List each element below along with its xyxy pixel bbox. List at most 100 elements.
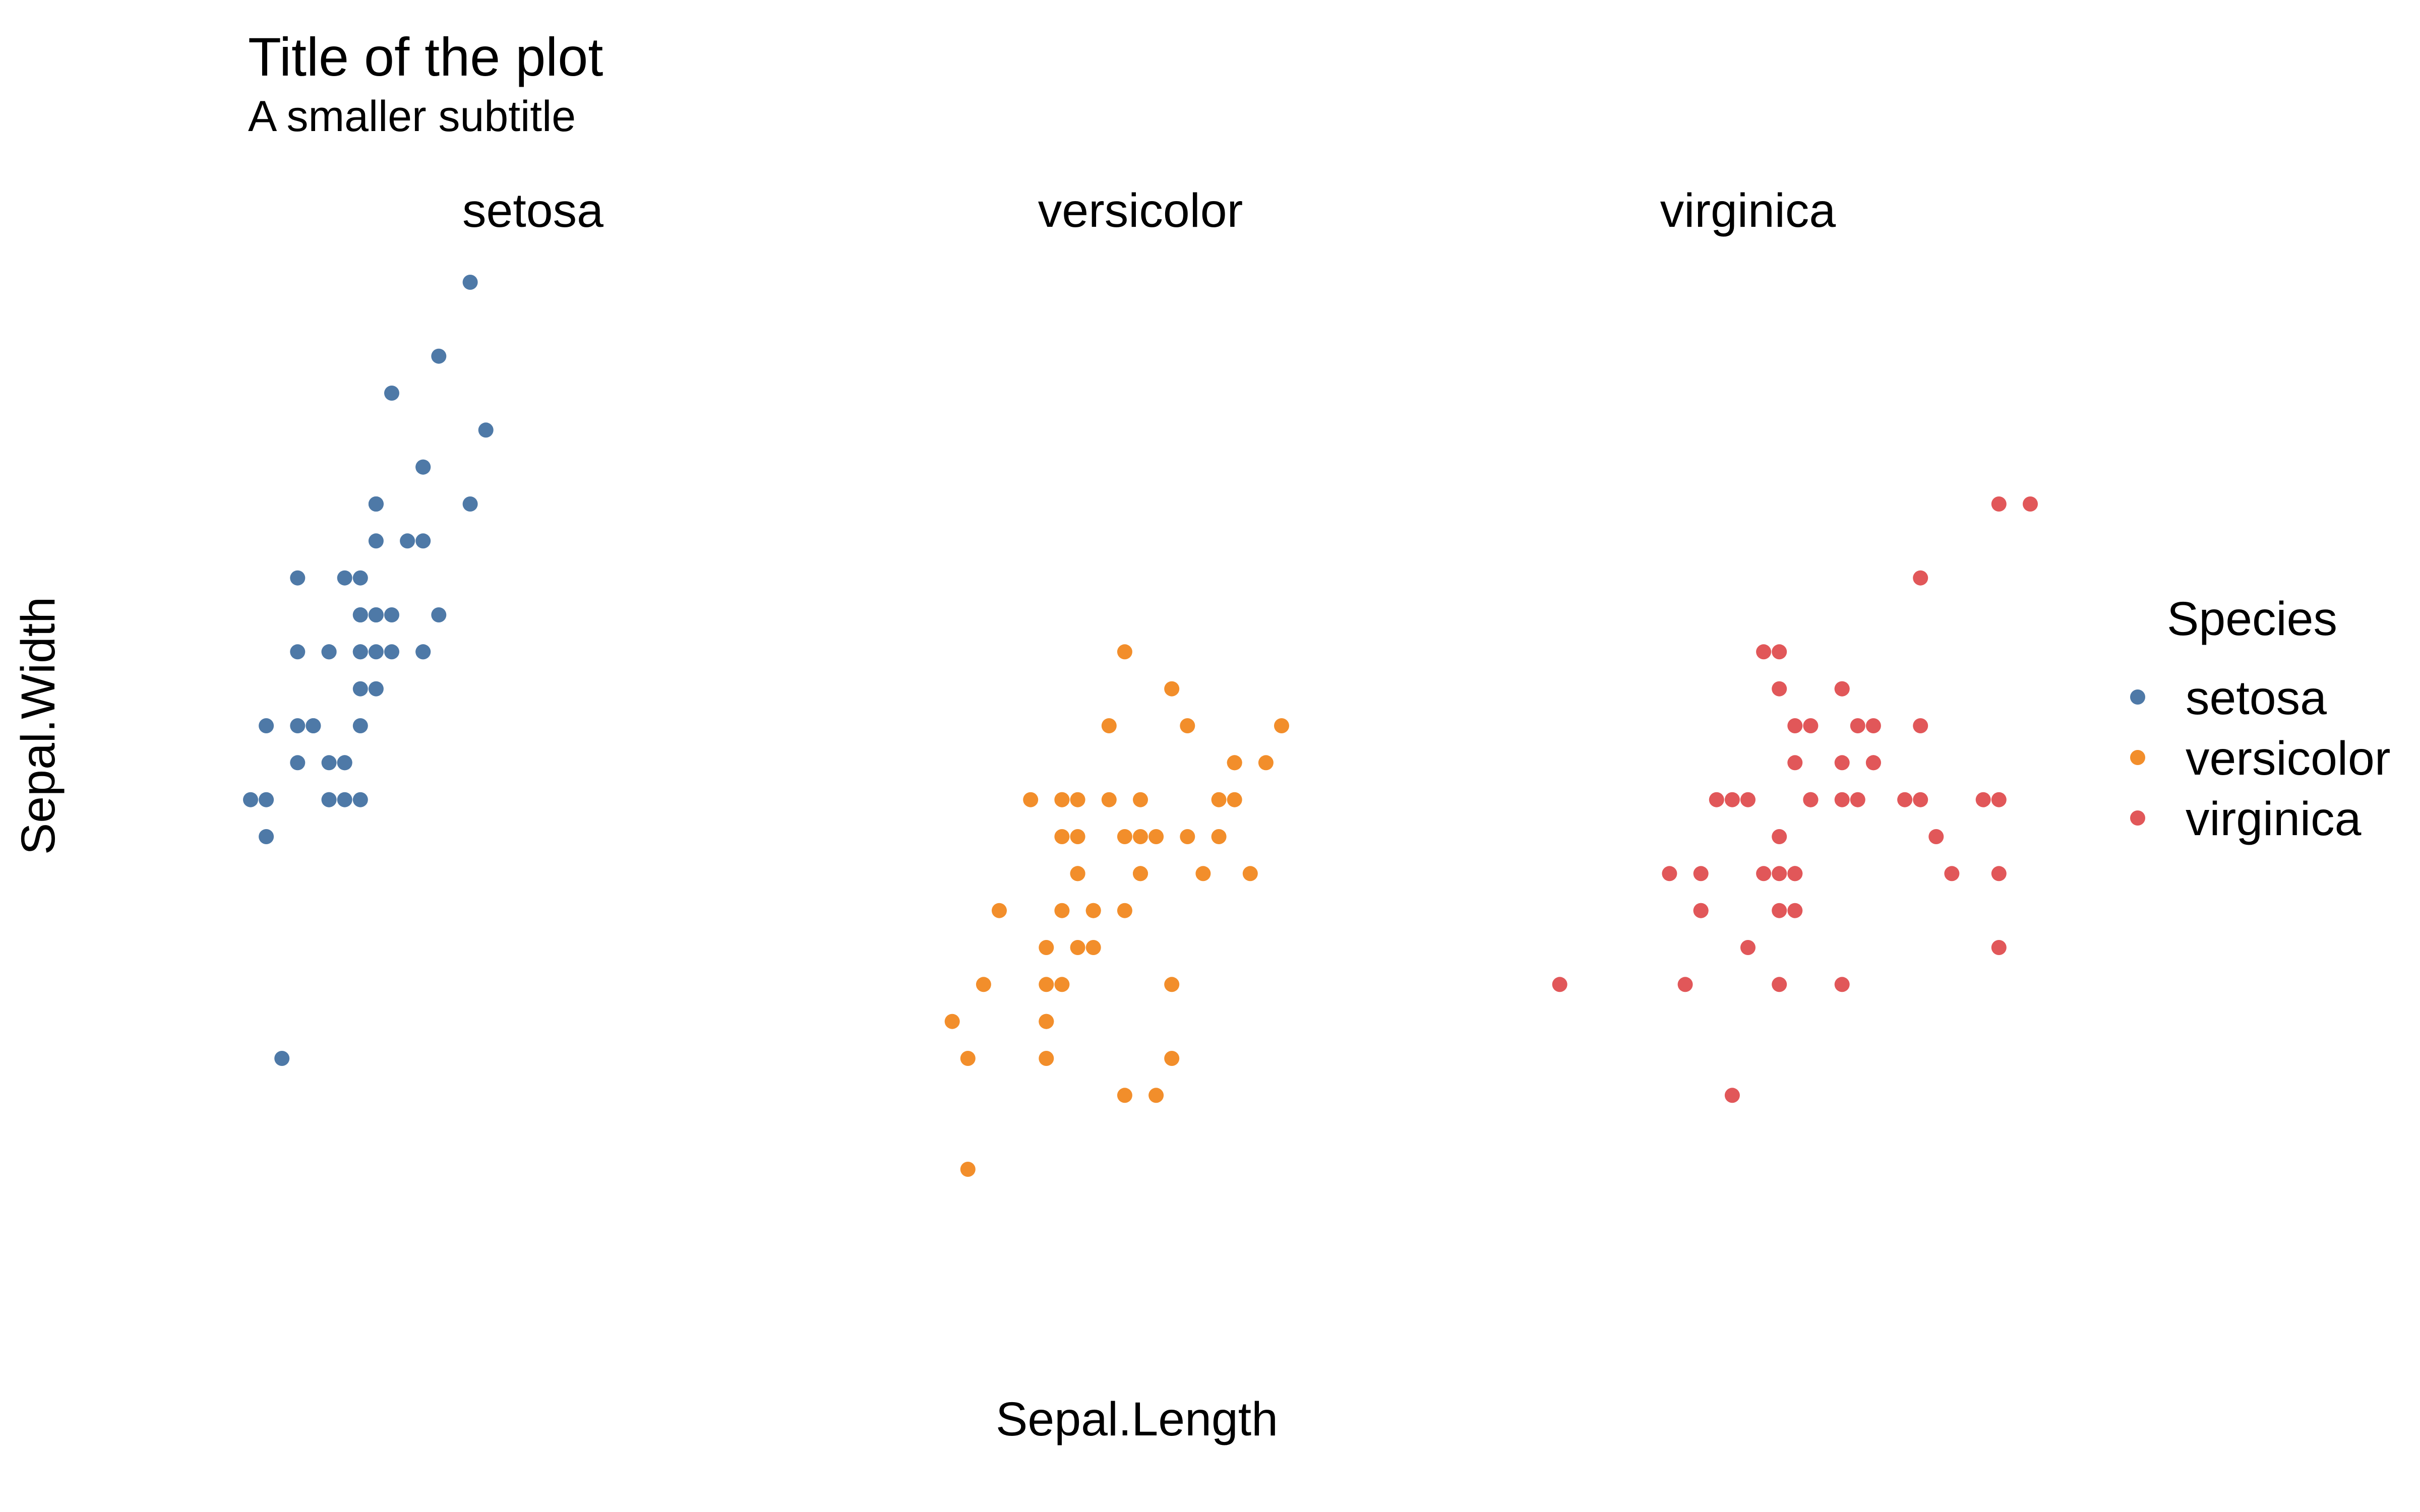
data-point-versicolor <box>1023 792 1039 807</box>
data-point-versicolor <box>1227 755 1242 771</box>
facet-panel-versicolor: versicolor <box>944 184 1289 1177</box>
data-point-versicolor <box>1117 829 1132 844</box>
data-point-setosa <box>368 496 384 512</box>
data-point-versicolor <box>1070 792 1085 807</box>
data-point-virginica <box>1834 792 1850 807</box>
data-point-setosa <box>337 755 352 771</box>
data-point-virginica <box>1850 718 1865 733</box>
data-point-versicolor <box>1117 1088 1132 1103</box>
data-point-virginica <box>1991 496 2007 512</box>
x-axis-title: Sepal.Length <box>996 1393 1278 1446</box>
data-point-versicolor <box>1211 829 1227 844</box>
chart-subtitle: A smaller subtitle <box>248 92 576 141</box>
data-point-versicolor <box>1039 940 1054 955</box>
data-point-virginica <box>1724 1088 1740 1103</box>
data-point-versicolor <box>1054 792 1070 807</box>
data-point-setosa <box>384 386 399 401</box>
data-point-setosa <box>306 718 321 733</box>
data-point-versicolor <box>1274 718 1289 733</box>
data-point-setosa <box>415 459 431 475</box>
data-point-versicolor <box>1054 977 1070 992</box>
data-point-setosa <box>290 718 306 733</box>
data-point-virginica <box>1756 644 1772 660</box>
data-point-virginica <box>1865 718 1881 733</box>
data-point-virginica <box>1975 792 1991 807</box>
data-point-virginica <box>1772 903 1787 918</box>
facet-panel-virginica: virginica <box>1552 184 2038 1103</box>
data-point-setosa <box>368 533 384 549</box>
data-point-versicolor <box>944 1014 960 1029</box>
data-point-setosa <box>337 792 352 807</box>
data-point-virginica <box>1756 866 1772 881</box>
data-point-virginica <box>1787 903 1803 918</box>
data-point-virginica <box>1913 792 1928 807</box>
data-point-setosa <box>384 644 399 660</box>
data-point-virginica <box>1991 940 2007 955</box>
data-point-setosa <box>290 570 306 586</box>
facet-strip-label: virginica <box>1660 184 1836 237</box>
data-point-setosa <box>415 644 431 660</box>
data-point-virginica <box>1677 977 1693 992</box>
data-point-setosa <box>352 681 368 697</box>
data-point-virginica <box>1662 866 1677 881</box>
data-point-versicolor <box>1054 903 1070 918</box>
facet-panel-setosa: setosa <box>243 184 603 1066</box>
data-point-versicolor <box>1070 866 1085 881</box>
data-point-setosa <box>337 570 352 586</box>
facet-strip-label: versicolor <box>1038 184 1243 237</box>
data-point-setosa <box>368 681 384 697</box>
data-point-setosa <box>368 644 384 660</box>
data-point-setosa <box>290 755 306 771</box>
data-point-virginica <box>1772 829 1787 844</box>
data-point-setosa <box>462 496 478 512</box>
data-point-versicolor <box>1039 1014 1054 1029</box>
data-point-versicolor <box>1133 866 1148 881</box>
data-point-virginica <box>1772 681 1787 697</box>
data-point-versicolor <box>1133 792 1148 807</box>
facet-strip-label: setosa <box>462 184 603 237</box>
data-point-virginica <box>1552 977 1567 992</box>
data-point-versicolor <box>976 977 991 992</box>
data-point-versicolor <box>1258 755 1274 771</box>
data-point-setosa <box>352 570 368 586</box>
data-point-versicolor <box>1211 792 1227 807</box>
legend: Species setosa versicolor virginica <box>2130 592 2391 846</box>
data-point-setosa <box>321 644 337 660</box>
data-point-virginica <box>2023 496 2038 512</box>
data-point-versicolor <box>1117 903 1132 918</box>
data-point-setosa <box>243 792 258 807</box>
data-point-versicolor <box>1101 792 1117 807</box>
data-point-setosa <box>290 644 306 660</box>
data-point-virginica <box>1991 792 2007 807</box>
data-point-setosa <box>400 533 415 549</box>
data-point-virginica <box>1834 681 1850 697</box>
data-point-virginica <box>1991 866 2007 881</box>
data-point-virginica <box>1913 570 1928 586</box>
data-point-setosa <box>462 275 478 290</box>
data-point-virginica <box>1787 718 1803 733</box>
legend-key-virginica <box>2130 810 2145 826</box>
data-point-setosa <box>259 718 274 733</box>
data-point-virginica <box>1897 792 1913 807</box>
data-point-versicolor <box>1164 977 1180 992</box>
data-point-setosa <box>321 755 337 771</box>
data-point-versicolor <box>1164 1051 1180 1066</box>
data-point-virginica <box>1787 866 1803 881</box>
data-point-virginica <box>1850 792 1865 807</box>
legend-key-setosa <box>2130 689 2145 705</box>
data-point-versicolor <box>1085 940 1101 955</box>
data-point-versicolor <box>1070 940 1085 955</box>
data-point-virginica <box>1865 755 1881 771</box>
data-point-setosa <box>368 607 384 622</box>
data-point-virginica <box>1928 829 1944 844</box>
data-point-versicolor <box>1133 829 1148 844</box>
data-point-versicolor <box>1195 866 1211 881</box>
legend-title: Species <box>2167 592 2337 646</box>
data-point-setosa <box>321 792 337 807</box>
data-point-virginica <box>1834 977 1850 992</box>
data-point-versicolor <box>1085 903 1101 918</box>
data-point-versicolor <box>1148 829 1164 844</box>
chart-title: Title of the plot <box>248 26 603 87</box>
legend-label-virginica: virginica <box>2186 792 2362 846</box>
data-point-versicolor <box>1101 718 1117 733</box>
